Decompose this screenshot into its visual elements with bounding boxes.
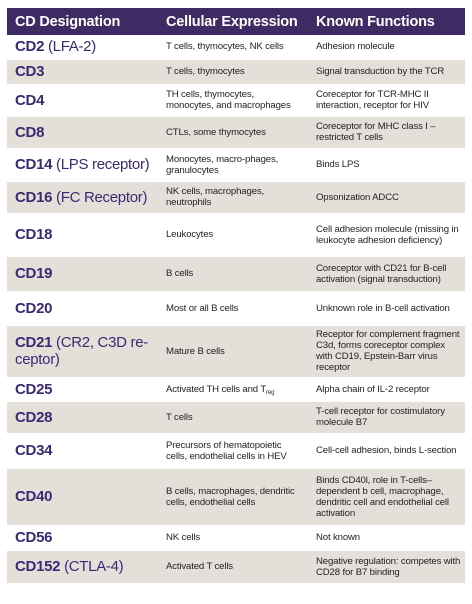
table-row-cd19: CD19 B cells Coreceptor with CD21 for B-…: [7, 256, 465, 292]
known-functions-cell: Cell adhesion molecule (missing in leuko…: [308, 213, 465, 257]
cd-designation-cell: CD19: [7, 256, 158, 292]
table-row-cd2: CD2 (LFA-2) T cells, thymocytes, NK cell…: [7, 35, 465, 60]
cellular-expression-cell: T cells: [158, 401, 308, 434]
cellular-expression-cell: NK cells: [158, 525, 308, 551]
cd-id: CD8: [15, 123, 45, 141]
cd-id: CD16: [15, 188, 53, 206]
cd-designation-cell: CD152 (CTLA-4): [7, 550, 158, 584]
cd-id: CD21: [15, 334, 53, 351]
known-functions-cell: Binds CD40l, role in T-cells–dependent b…: [308, 468, 465, 526]
cd-designation-cell: CD20: [7, 291, 158, 326]
cd-id: CD19: [15, 265, 53, 282]
cellular-expression-cell: Leukocytes: [158, 213, 308, 257]
header-cellular-expression: Cellular Expression: [158, 8, 308, 35]
expression-text: Activated TH cells and T: [166, 383, 267, 395]
cellular-expression-cell: Monocytes, macro-phages, granulocytes: [158, 148, 308, 182]
cd-id: CD28: [15, 408, 53, 426]
table-row-cd40: CD40 B cells, macrophages, dendritic cel…: [7, 468, 465, 526]
cd-designation-cell: CD2 (LFA-2): [7, 35, 158, 60]
cd-designation-cell: CD56: [7, 525, 158, 551]
table-row-cd18: CD18 Leukocytes Cell adhesion molecule (…: [7, 213, 465, 257]
table-row-cd56: CD56 NK cells Not known: [7, 525, 465, 551]
cd-id: CD34: [15, 442, 53, 459]
cd-designation-cell: CD3: [7, 59, 158, 85]
header-row: CD Designation Cellular Expression Known…: [7, 8, 465, 35]
known-functions-cell: Alpha chain of IL-2 receptor: [308, 377, 465, 402]
cd-alias: (CTLA-4): [60, 558, 124, 575]
known-functions-cell: Opsonization ADCC: [308, 181, 465, 214]
table-row-cd21: CD21 (CR2, C3D re-ceptor) Mature B cells…: [7, 325, 465, 378]
table-body: CD2 (LFA-2) T cells, thymocytes, NK cell…: [7, 35, 465, 584]
cellular-expression-cell: Precursors of hematopoietic cells, endot…: [158, 433, 308, 469]
known-functions-cell: Receptor for complement fragment C3d, fo…: [308, 325, 465, 378]
cd-id: CD20: [15, 299, 53, 317]
table-row-cd28: CD28 T cells T-cell receptor for costimu…: [7, 401, 465, 434]
cellular-expression-cell: Activated TH cells and Treg: [158, 377, 308, 402]
cd-designation-cell: CD18: [7, 213, 158, 257]
cd-id: CD4: [15, 91, 45, 109]
cd-alias: (CR2, C3D re-ceptor): [15, 334, 148, 368]
table-row-cd4: CD4 TH cells, thymocytes, monocytes, and…: [7, 84, 465, 117]
cellular-expression-cell: B cells, macrophages, dendritic cells, e…: [158, 468, 308, 526]
cd-designation-cell: CD34: [7, 433, 158, 469]
header-cd-designation: CD Designation: [7, 8, 158, 35]
cd-id: CD40: [15, 488, 53, 505]
cd-designation-cell: CD14 (LPS receptor): [7, 148, 158, 182]
table-row-cd34: CD34 Precursors of hematopoietic cells, …: [7, 433, 465, 469]
known-functions-cell: Coreceptor for MHC class I – restricted …: [308, 116, 465, 149]
known-functions-cell: Coreceptor with CD21 for B-cell activati…: [308, 256, 465, 292]
known-functions-cell: Negative regulation: competes with CD28 …: [308, 550, 465, 584]
cd-id: CD152: [15, 558, 61, 575]
cellular-expression-cell: T cells, thymocytes, NK cells: [158, 35, 308, 60]
cd-designation-cell: CD8: [7, 116, 158, 149]
cellular-expression-cell: Most or all B cells: [158, 291, 308, 326]
cd-id: CD2: [15, 38, 45, 56]
header-known-functions: Known Functions: [308, 8, 465, 35]
table-row-cd14: CD14 (LPS receptor) Monocytes, macro-pha…: [7, 148, 465, 182]
cd-designation-cell: CD4: [7, 84, 158, 117]
cellular-expression-cell: NK cells, macrophages, neutrophils: [158, 181, 308, 214]
table-header: CD Designation Cellular Expression Known…: [7, 8, 465, 35]
table-row-cd3: CD3 T cells, thymocytes Signal transduct…: [7, 59, 465, 85]
cd-designation-cell: CD16 (FC Receptor): [7, 181, 158, 214]
known-functions-cell: Unknown role in B-cell activation: [308, 291, 465, 326]
cd-id: CD18: [15, 226, 53, 243]
known-functions-cell: Signal transduction by the TCR: [308, 59, 465, 85]
cellular-expression-cell: CTLs, some thymocytes: [158, 116, 308, 149]
cellular-expression-cell: B cells: [158, 256, 308, 292]
known-functions-cell: Adhesion molecule: [308, 35, 465, 60]
expression-subscript: reg: [266, 389, 275, 396]
cd-designation-cell: CD40: [7, 468, 158, 526]
cellular-expression-cell: Mature B cells: [158, 325, 308, 378]
table-row-cd25: CD25 Activated TH cells and Treg Alpha c…: [7, 377, 465, 402]
known-functions-cell: Coreceptor for TCR-MHC II interaction, r…: [308, 84, 465, 117]
cellular-expression-cell: T cells, thymocytes: [158, 59, 308, 85]
table-row-cd152: CD152 (CTLA-4) Activated T cells Negativ…: [7, 550, 465, 584]
cd-markers-table: CD Designation Cellular Expression Known…: [7, 8, 465, 584]
known-functions-cell: Not known: [308, 525, 465, 551]
cd-designation-cell: CD21 (CR2, C3D re-ceptor): [7, 325, 158, 378]
cd-id: CD25: [15, 380, 53, 398]
cd-alias: (FC Receptor): [52, 188, 148, 206]
table-row-cd16: CD16 (FC Receptor) NK cells, macrophages…: [7, 181, 465, 214]
cd-alias: (LPS receptor): [52, 156, 150, 173]
cd-id: CD56: [15, 529, 53, 546]
cellular-expression-cell: Activated T cells: [158, 550, 308, 584]
cd-designation-cell: CD25: [7, 377, 158, 402]
known-functions-cell: Cell-cell adhesion, binds L-section: [308, 433, 465, 469]
cd-designation-cell: CD28: [7, 401, 158, 434]
cellular-expression-cell: TH cells, thymocytes, monocytes, and mac…: [158, 84, 308, 117]
table-row-cd8: CD8 CTLs, some thymocytes Coreceptor for…: [7, 116, 465, 149]
cd-id: CD14: [15, 156, 53, 173]
cd-id: CD3: [15, 63, 45, 80]
known-functions-cell: Binds LPS: [308, 148, 465, 182]
table-row-cd20: CD20 Most or all B cells Unknown role in…: [7, 291, 465, 326]
cd-alias: (LFA-2): [44, 38, 96, 56]
known-functions-cell: T-cell receptor for costimulatory molecu…: [308, 401, 465, 434]
